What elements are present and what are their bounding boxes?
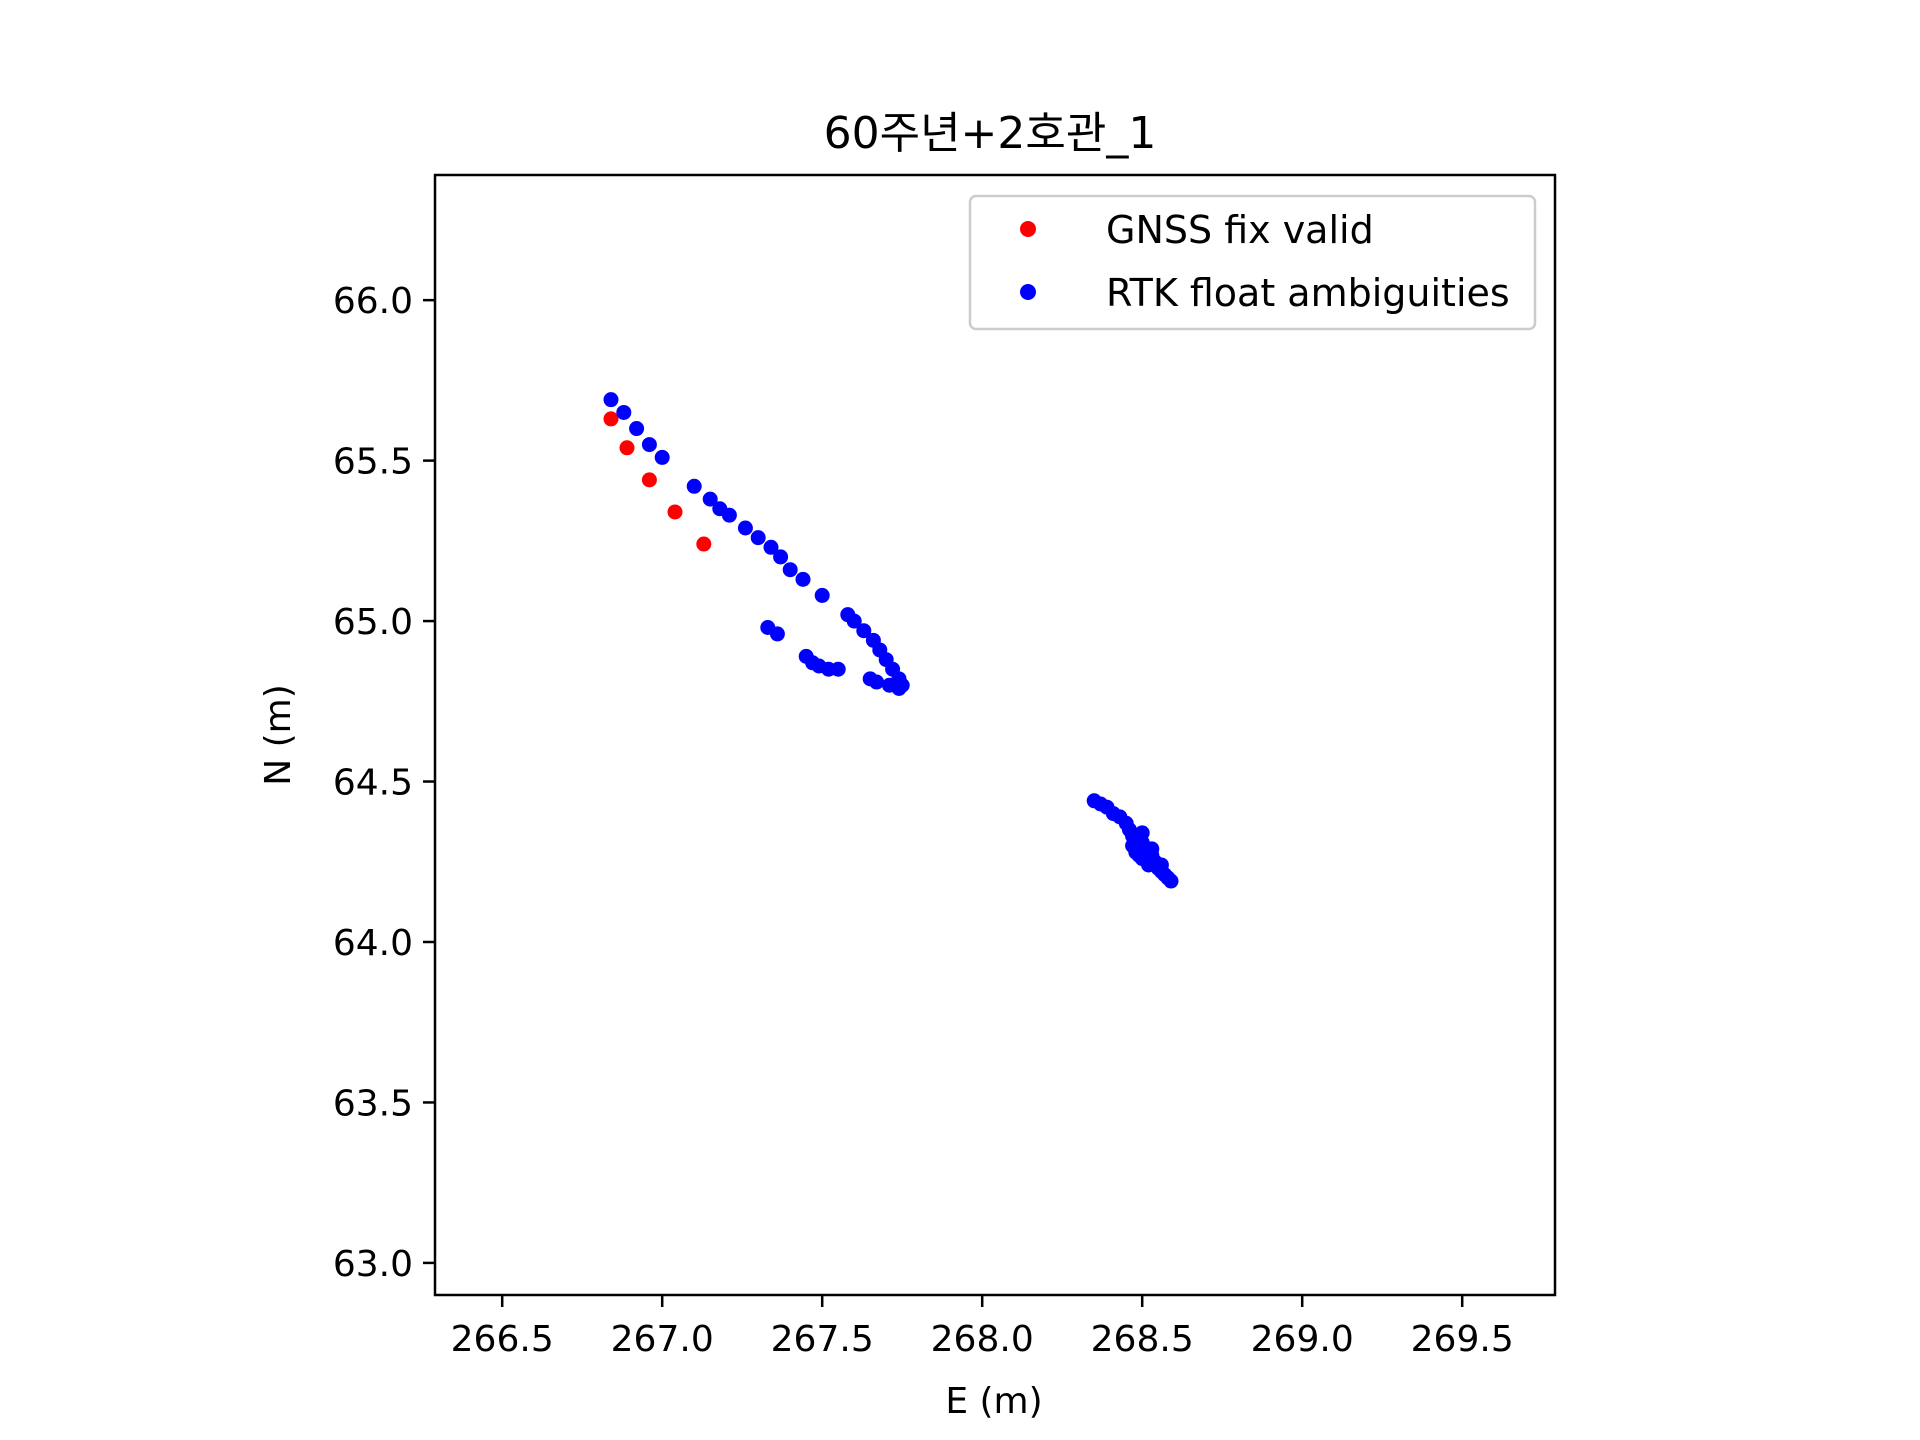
legend-marker-rtk-float: [1020, 284, 1036, 300]
legend-label-gnss-fix-valid: GNSS fix valid: [1106, 208, 1374, 252]
data-point: [654, 449, 670, 465]
data-point: [702, 491, 718, 507]
x-tick-label: 267.0: [611, 1319, 714, 1360]
y-tick-label: 64.5: [333, 763, 413, 804]
data-point: [721, 507, 737, 523]
data-point: [862, 671, 878, 687]
data-point: [629, 421, 645, 437]
data-point: [1134, 851, 1150, 867]
data-point: [750, 530, 766, 546]
data-point: [641, 472, 657, 488]
data-point: [798, 648, 814, 664]
data-point: [619, 440, 635, 456]
data-point: [696, 536, 712, 552]
chart-title: 60주년+2호관_1: [824, 108, 1157, 159]
data-point: [760, 619, 776, 635]
axes-frame: [433, 173, 1557, 1297]
data-point: [737, 520, 753, 536]
x-axis: 266.5 267.0 267.5 268.0 268.5 269.0 269.5: [451, 1295, 1514, 1360]
y-tick-label: 65.0: [333, 602, 413, 643]
data-point: [856, 623, 872, 639]
data-point: [603, 392, 619, 408]
x-tick-label: 269.0: [1251, 1319, 1354, 1360]
x-tick-label: 268.0: [931, 1319, 1034, 1360]
legend-marker-gnss-fix-valid: [1020, 221, 1036, 237]
y-tick-label: 63.5: [333, 1083, 413, 1124]
series-rtk-float-ambiguities: [603, 392, 1179, 889]
data-point: [763, 539, 779, 555]
data-point: [881, 677, 897, 693]
data-point: [846, 613, 862, 629]
data-point: [814, 587, 830, 603]
data-point: [773, 549, 789, 565]
y-tick-label: 64.0: [333, 923, 413, 964]
plot-area: [603, 392, 1179, 889]
data-point: [782, 562, 798, 578]
x-tick-label: 266.5: [451, 1319, 554, 1360]
x-tick-label: 269.5: [1411, 1319, 1514, 1360]
data-point: [667, 504, 683, 520]
y-tick-label: 66.0: [333, 281, 413, 322]
legend: GNSS fix valid RTK float ambiguities: [968, 194, 1537, 331]
legend-label-rtk-float: RTK float ambiguities: [1106, 271, 1510, 315]
data-point: [1163, 873, 1179, 889]
data-point: [616, 404, 632, 420]
x-tick-label: 267.5: [771, 1319, 874, 1360]
data-point: [1144, 841, 1160, 857]
data-point: [641, 437, 657, 453]
legend-box: [968, 194, 1537, 331]
y-tick-label: 63.0: [333, 1244, 413, 1285]
data-point: [686, 478, 702, 494]
series-gnss-fix-valid: [603, 411, 712, 552]
data-point: [795, 571, 811, 587]
y-tick-label: 65.5: [333, 442, 413, 483]
x-axis-label: E (m): [945, 1381, 1042, 1422]
x-tick-label: 268.5: [1091, 1319, 1194, 1360]
y-axis-label: N (m): [258, 684, 299, 786]
data-point: [603, 411, 619, 427]
y-axis: 63.0 63.5 64.0 64.5 65.0 65.5 66.0: [333, 281, 435, 1285]
